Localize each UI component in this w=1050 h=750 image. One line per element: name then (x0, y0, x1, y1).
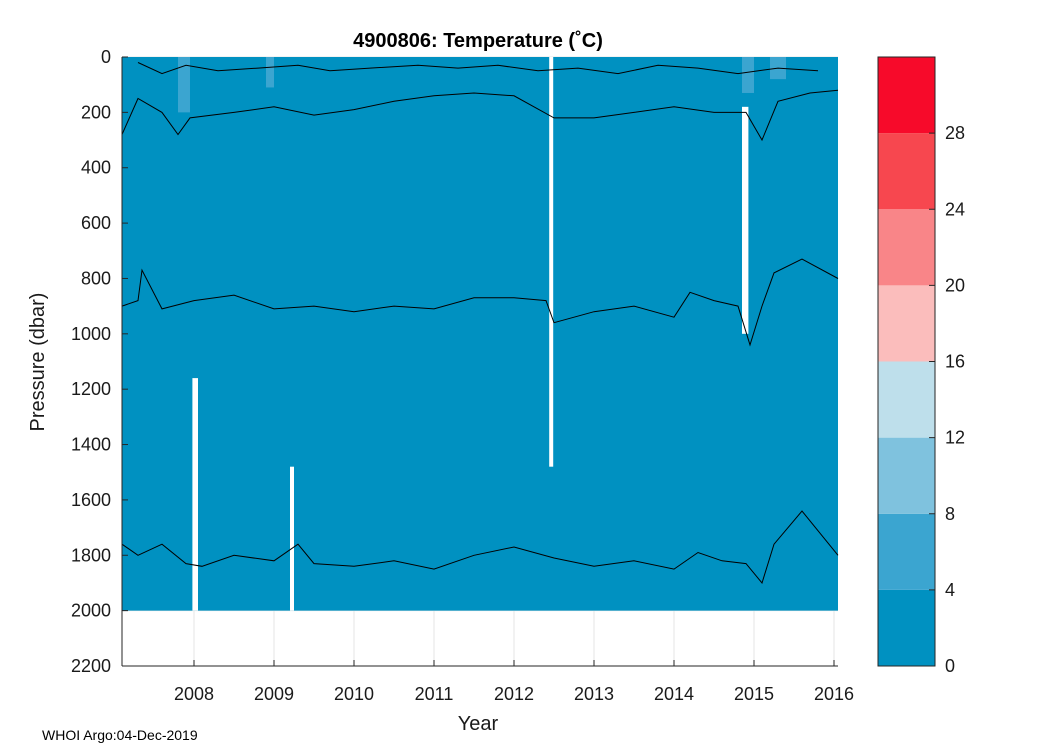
x-tick-label: 2010 (334, 684, 374, 704)
y-axis: 0 200 400 600 800 1000 1200 1400 1600 1800 2000 220… (71, 47, 128, 676)
colorbar-tick-label: 16 (945, 352, 965, 372)
y-tick-label: 400 (81, 158, 111, 178)
y-tick-label: 1600 (71, 490, 111, 510)
plot-area (121, 56, 839, 667)
colorbar-band (878, 57, 935, 134)
warm-surface-patch (178, 57, 190, 113)
x-tick-label: 2013 (574, 684, 614, 704)
x-tick-label: 2016 (814, 684, 854, 704)
x-axis-label: Year (458, 713, 499, 735)
y-tick-label: 1400 (71, 435, 111, 455)
colorbar-band (878, 133, 935, 210)
colorbar-tick-label: 24 (945, 199, 965, 219)
y-tick-label: 200 (81, 102, 111, 122)
y-tick-label: 1800 (71, 545, 111, 565)
y-tick-label: 1000 (71, 324, 111, 344)
y-tick-label: 2200 (71, 656, 111, 676)
colorbar-band (878, 589, 935, 666)
colorbar-band (878, 285, 935, 362)
colorbar-tick-label: 4 (945, 580, 955, 600)
colorbar-tick-label: 20 (945, 275, 965, 295)
colorbar-tick-label: 0 (945, 656, 955, 676)
colorbar-tick-label: 28 (945, 123, 965, 143)
y-tick-label: 0 (101, 47, 111, 67)
y-tick-label: 800 (81, 268, 111, 288)
y-tick-label: 600 (81, 213, 111, 233)
x-tick-label: 2009 (254, 684, 294, 704)
colorbar-band (878, 437, 935, 514)
contour-line (121, 510, 839, 585)
contour-line (137, 62, 819, 75)
x-tick-label: 2015 (734, 684, 774, 704)
y-axis-label: Pressure (dbar) (27, 293, 49, 432)
colorbar-band (878, 513, 935, 590)
colorbar-tick-label: 8 (945, 504, 955, 524)
x-tick-label: 2008 (174, 684, 214, 704)
y-tick-label: 2000 (71, 601, 111, 621)
data-gap (192, 378, 198, 611)
chart-title: 4900806: Temperature (˚C) (353, 29, 603, 52)
x-axis: 2008 2009 2010 2011 2012 2013 2014 2015 2016 (122, 660, 854, 704)
footer-credit: WHOI Argo:04-Dec-2019 (42, 727, 198, 743)
x-tick-label: 2011 (415, 684, 454, 704)
temperature-field (122, 57, 838, 611)
contour-line (121, 258, 839, 347)
x-tick-label: 2014 (654, 684, 694, 704)
y-tick-label: 1200 (71, 379, 111, 399)
warm-surface-patch (742, 57, 754, 93)
data-gap (290, 466, 294, 611)
x-tick-label: 2012 (494, 684, 534, 704)
warm-surface-patch (266, 57, 274, 88)
colorbar-band (878, 361, 935, 438)
colorbar-band (878, 209, 935, 286)
contour-line (121, 89, 839, 142)
colorbar: 0 4 8 12 16 20 24 28 (877, 56, 965, 676)
data-gap (742, 106, 749, 334)
colorbar-tick-label: 12 (945, 428, 965, 448)
data-gap (549, 57, 554, 467)
